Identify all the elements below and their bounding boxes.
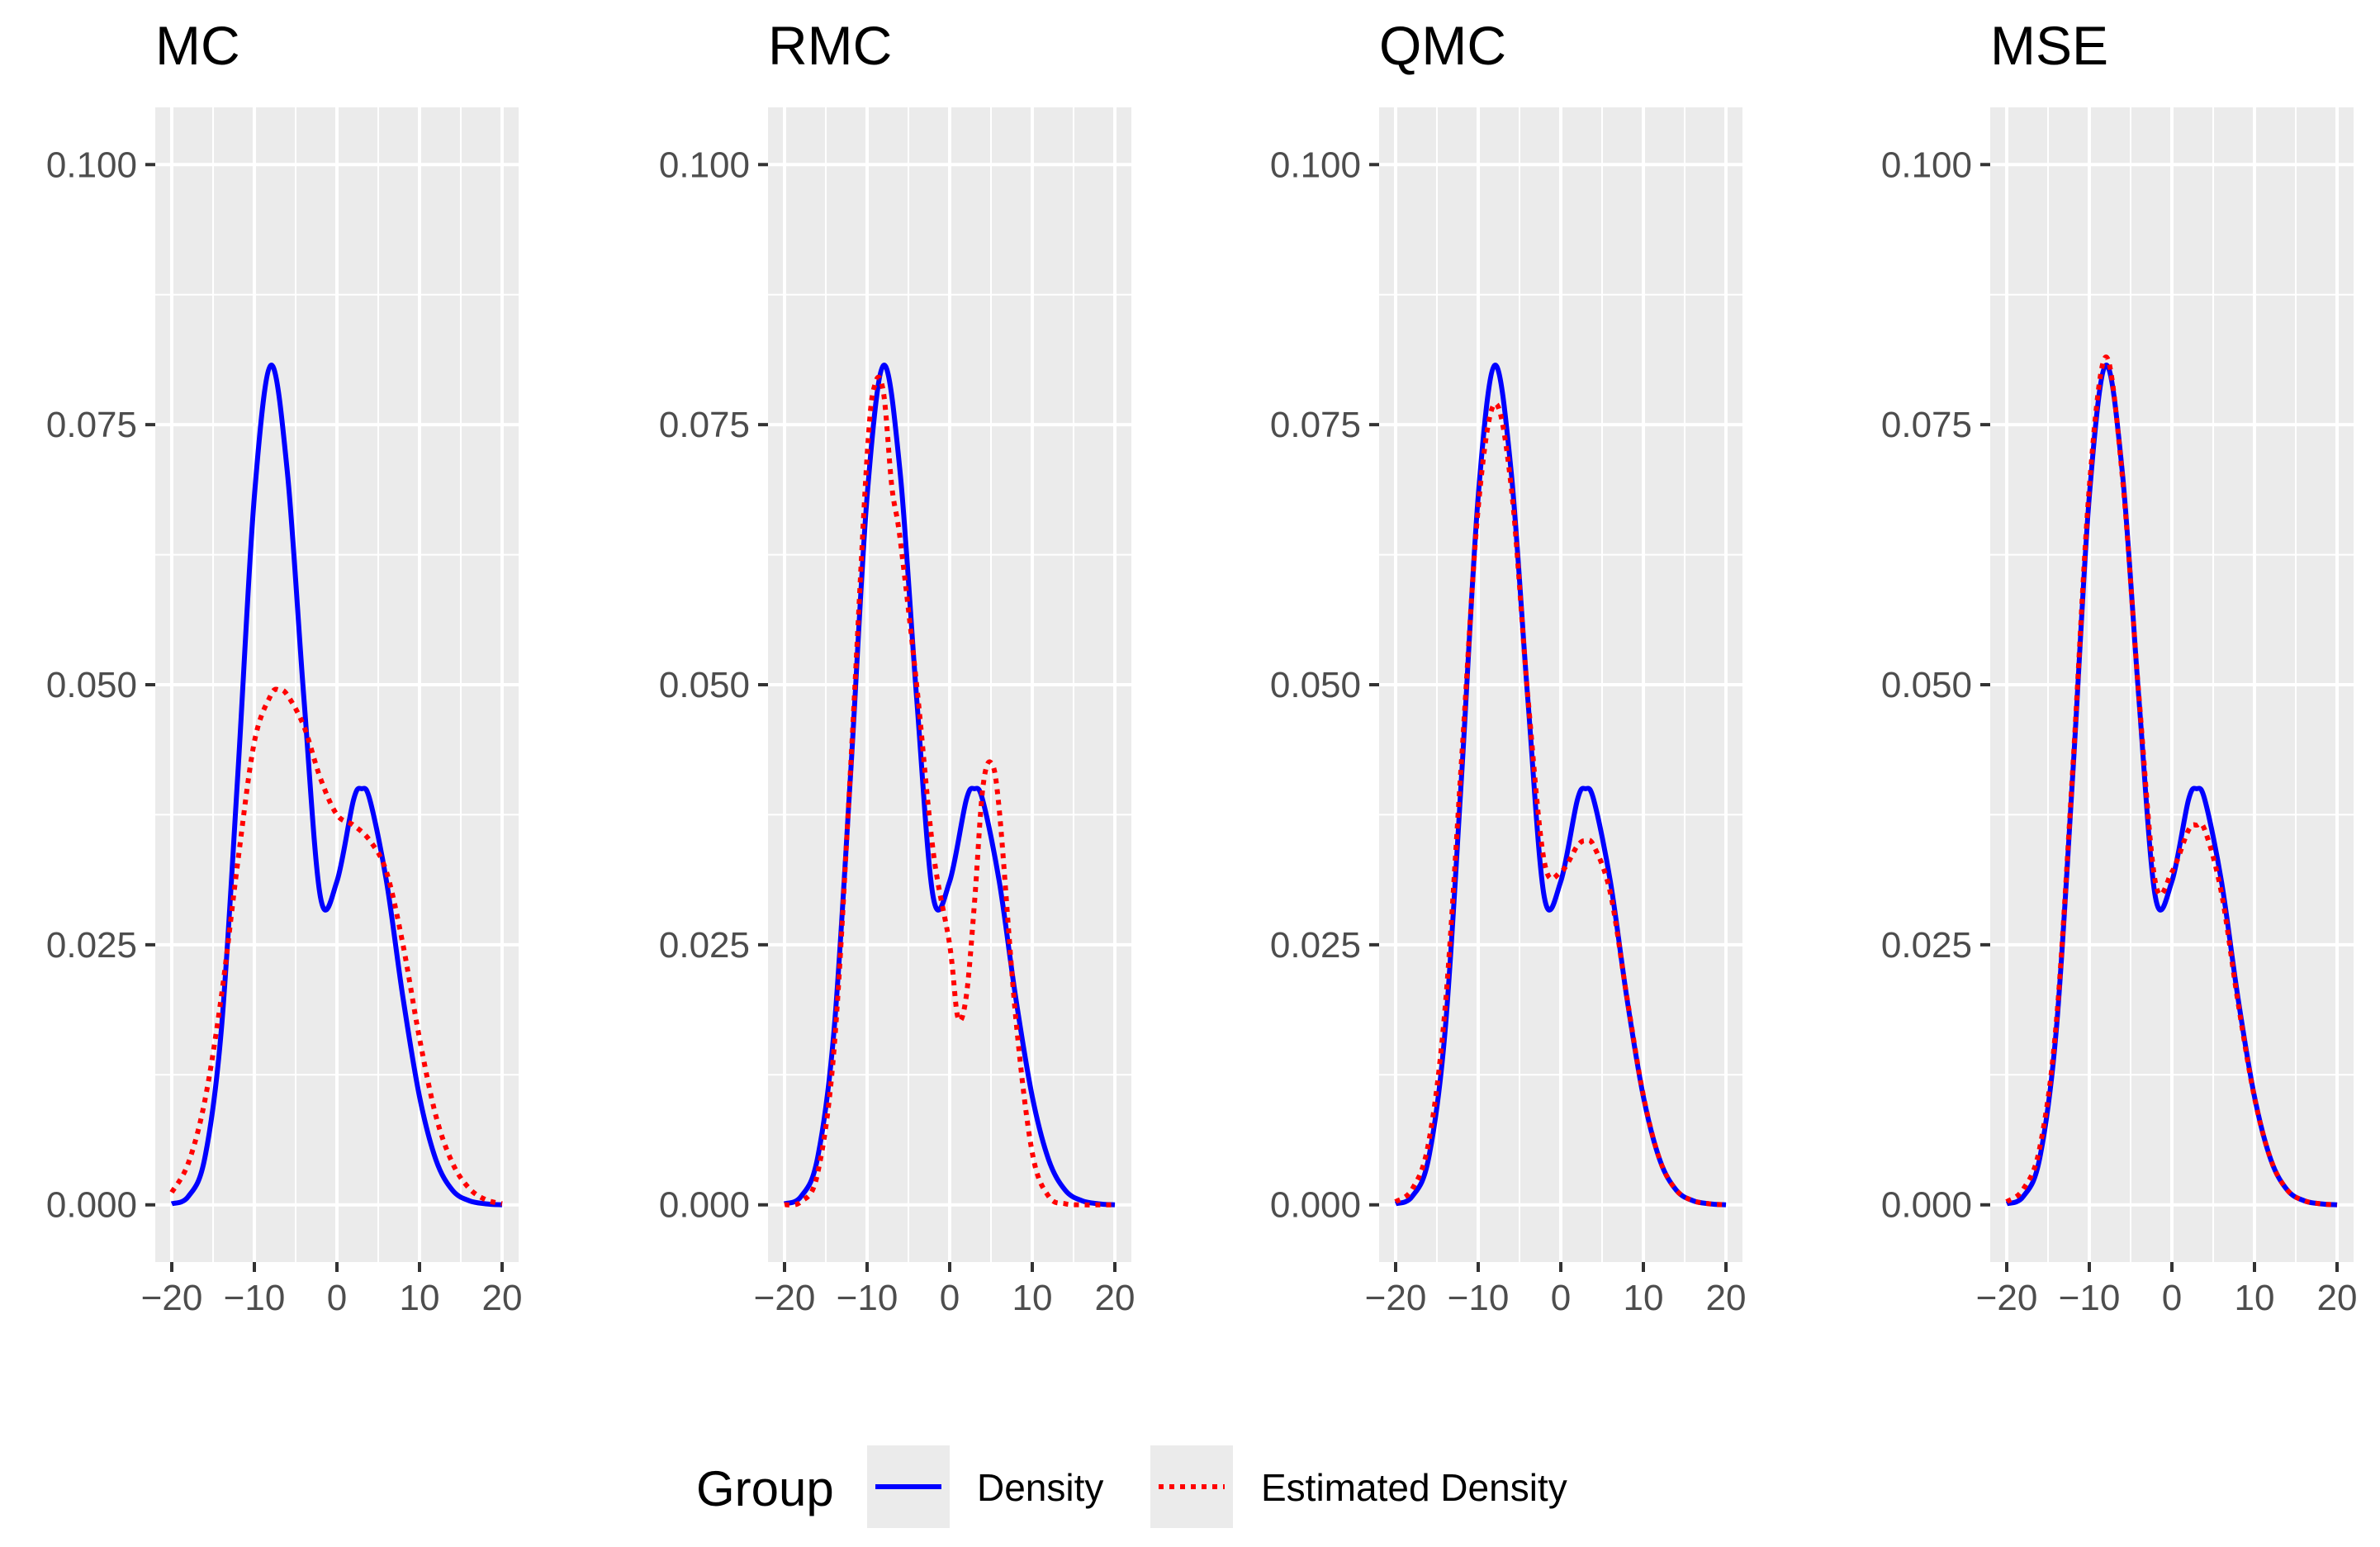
panel-title-mse: MSE — [1990, 15, 2108, 76]
x-tick-label: 0 — [2162, 1278, 2182, 1318]
y-tick-label: 0.100 — [659, 145, 750, 185]
x-tick-label: −10 — [837, 1278, 898, 1318]
y-tick-label: 0.100 — [46, 145, 137, 185]
x-tick-label: −20 — [1976, 1278, 2038, 1318]
series-line-density-mc — [170, 363, 503, 1208]
y-tick-label: 0.025 — [659, 925, 750, 966]
legend-label-estimated-density: Estimated Density — [1261, 1466, 1567, 1509]
y-tick-label: 0.025 — [46, 925, 137, 966]
y-tick-label: 0.050 — [1881, 665, 1972, 705]
x-tick-label: 10 — [1624, 1278, 1664, 1318]
panel-mse: MSE 0.000 0.025 0.050 0.075 0.100 −20 −10 0 10 20 — [1881, 15, 2358, 1318]
legend-title: Group — [696, 1461, 834, 1516]
y-tick-label: 0.100 — [1270, 145, 1361, 185]
x-tick-label: 20 — [1095, 1278, 1135, 1318]
y-tick-label: 0.075 — [659, 405, 750, 445]
y-tick-label: 0.050 — [1270, 665, 1361, 705]
y-tick-label: 0.075 — [46, 405, 137, 445]
panel-title-mc: MC — [155, 15, 240, 76]
x-tick-label: 0 — [940, 1278, 960, 1318]
series-line-estimated-density-mc — [169, 686, 503, 1207]
y-tick-label: 0.000 — [1881, 1185, 1972, 1226]
x-tick-label: −20 — [141, 1278, 203, 1318]
legend: Group Density Estimated Density — [696, 1445, 1567, 1528]
x-tick-label: 20 — [2317, 1278, 2358, 1318]
panel-qmc: QMC 0.000 0.025 0.050 0.075 0.100 −20 −10 0 10 20 — [1270, 15, 1747, 1318]
y-tick-label: 0.000 — [1270, 1185, 1361, 1226]
legend-label-density: Density — [977, 1466, 1103, 1509]
x-tick-label: 10 — [1012, 1278, 1053, 1318]
panel-mc: MC 0.000 0.025 0.050 0.075 0.100 −20 −10 0 10 20 — [46, 15, 523, 1318]
x-tick-label: −10 — [1448, 1278, 1510, 1318]
y-tick-label: 0.075 — [1881, 405, 1972, 445]
y-tick-label: 0.000 — [46, 1185, 137, 1226]
panel-title-qmc: QMC — [1379, 15, 1506, 76]
x-tick-label: 0 — [327, 1278, 347, 1318]
x-tick-label: 20 — [1706, 1278, 1747, 1318]
y-tick-label: 0.025 — [1270, 925, 1361, 966]
series-line-estimated-density-rmc — [784, 374, 1115, 1208]
series-line-estimated-density-mse — [2005, 354, 2338, 1208]
x-tick-label: 10 — [400, 1278, 440, 1318]
x-tick-label: 0 — [1551, 1278, 1571, 1318]
series-line-estimated-density-qmc — [1394, 401, 1727, 1208]
x-tick-label: −20 — [1365, 1278, 1427, 1318]
x-tick-label: 20 — [482, 1278, 523, 1318]
y-tick-label: 0.050 — [46, 665, 137, 705]
x-tick-label: −10 — [224, 1278, 286, 1318]
y-tick-label: 0.025 — [1881, 925, 1972, 966]
y-tick-label: 0.100 — [1881, 145, 1972, 185]
x-tick-label: 10 — [2235, 1278, 2275, 1318]
x-tick-label: −20 — [754, 1278, 816, 1318]
y-tick-label: 0.000 — [659, 1185, 750, 1226]
y-tick-label: 0.050 — [659, 665, 750, 705]
x-tick-label: −10 — [2059, 1278, 2121, 1318]
panel-title-rmc: RMC — [768, 15, 892, 76]
panel-rmc: RMC 0.000 0.025 0.050 0.075 0.100 −20 −10 0 10 20 — [659, 15, 1135, 1318]
y-tick-label: 0.075 — [1270, 405, 1361, 445]
